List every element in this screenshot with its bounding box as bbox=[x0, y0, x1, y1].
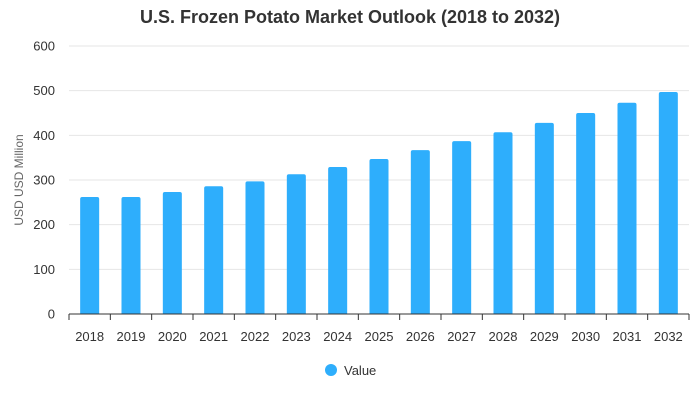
x-tick-label: 2030 bbox=[571, 329, 600, 344]
x-tick-label: 2032 bbox=[654, 329, 683, 344]
y-tick-label: 500 bbox=[33, 83, 55, 98]
bar[interactable] bbox=[493, 132, 513, 314]
x-tick-label: 2027 bbox=[447, 329, 476, 344]
y-tick-label: 600 bbox=[33, 39, 55, 54]
y-tick-label: 300 bbox=[33, 173, 55, 188]
x-tick-label: 2022 bbox=[241, 329, 270, 344]
y-tick-label: 200 bbox=[33, 217, 55, 232]
bar[interactable] bbox=[576, 113, 596, 314]
x-tick-label: 2020 bbox=[158, 329, 187, 344]
bar[interactable] bbox=[452, 141, 472, 314]
y-tick-label: 0 bbox=[48, 307, 55, 322]
bar[interactable] bbox=[369, 159, 389, 314]
bar[interactable] bbox=[204, 186, 224, 314]
x-tick-label: 2021 bbox=[199, 329, 228, 344]
bar[interactable] bbox=[162, 192, 182, 314]
bar[interactable] bbox=[328, 167, 348, 314]
bar[interactable] bbox=[245, 181, 265, 314]
y-tick-label: 100 bbox=[33, 262, 55, 277]
y-tick-label: 400 bbox=[33, 128, 55, 143]
x-tick-label: 2029 bbox=[530, 329, 559, 344]
chart-title: U.S. Frozen Potato Market Outlook (2018 … bbox=[139, 7, 561, 27]
x-tick-label: 2024 bbox=[323, 329, 352, 344]
bar[interactable] bbox=[286, 174, 306, 314]
x-tick-label: 2023 bbox=[282, 329, 311, 344]
bar[interactable] bbox=[658, 92, 678, 314]
legend-marker bbox=[325, 364, 337, 376]
bar[interactable] bbox=[80, 196, 100, 314]
bar[interactable] bbox=[410, 150, 430, 314]
axes: 0 100 200 300 400 500 600 2018 2019 2020 2021 2022 2… bbox=[33, 39, 690, 344]
y-axis-title: USD USD Million bbox=[12, 134, 26, 225]
x-tick-label: 2025 bbox=[365, 329, 394, 344]
bar[interactable] bbox=[617, 102, 637, 314]
bars bbox=[80, 92, 678, 315]
bar[interactable] bbox=[534, 122, 554, 315]
x-tick-label: 2028 bbox=[489, 329, 518, 344]
x-tick-label: 2019 bbox=[117, 329, 146, 344]
x-tick-label: 2026 bbox=[406, 329, 435, 344]
legend-label: Value bbox=[344, 363, 376, 378]
legend[interactable]: Value bbox=[325, 363, 376, 378]
x-tick-label: 2018 bbox=[75, 329, 104, 344]
bar[interactable] bbox=[121, 196, 141, 314]
x-tick-label: 2031 bbox=[613, 329, 642, 344]
